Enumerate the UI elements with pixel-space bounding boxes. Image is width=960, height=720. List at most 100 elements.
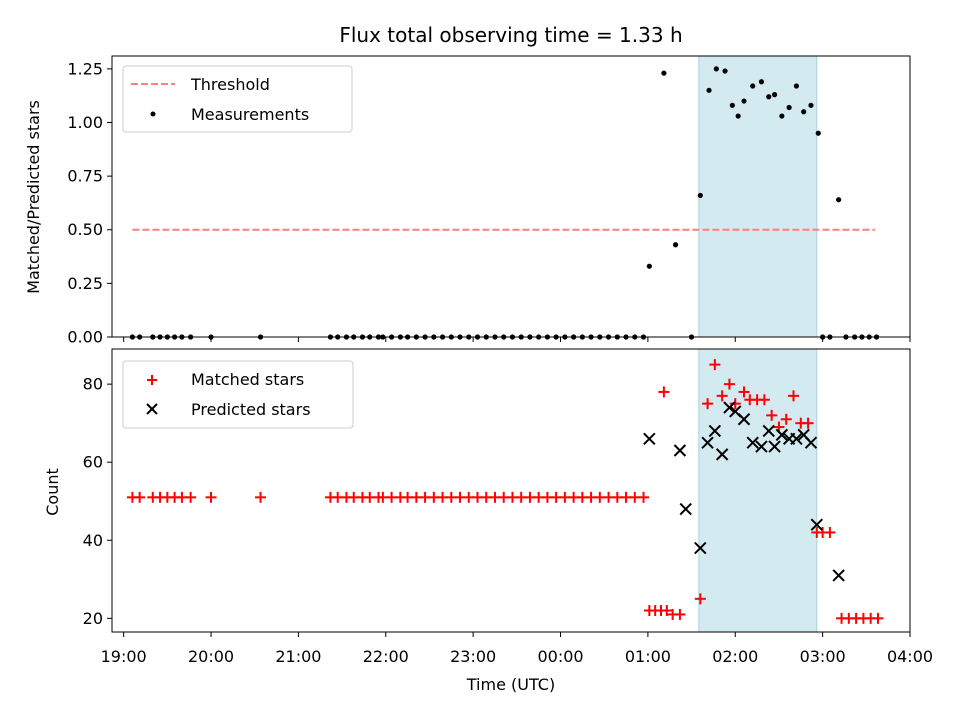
measurement-point	[735, 113, 741, 119]
y-tick-label: 60	[83, 453, 103, 472]
top-panel: 0.00 0.25 0.50 0.75 1.00 1.25 Matched/Predict…	[24, 55, 911, 347]
matched-star-point	[709, 359, 721, 371]
measurement-point	[646, 263, 652, 269]
x-tick-label: 00:00	[537, 647, 583, 666]
x-tick-label: 23:00	[450, 647, 496, 666]
predicted-star-stroke	[694, 541, 707, 555]
predicted-star-stroke	[804, 436, 818, 449]
measurement-point	[808, 102, 814, 108]
x-tick-label: 19:00	[101, 647, 147, 666]
predicted-star-point	[790, 432, 803, 445]
top-legend: Threshold Measurements	[122, 65, 353, 133]
predicted-star-stroke	[755, 440, 768, 453]
matched-star-point	[205, 491, 217, 503]
legend-threshold-label: Threshold	[190, 75, 270, 94]
matched-star-point	[674, 608, 686, 620]
bottom-shaded-interval	[698, 348, 818, 633]
predicted-star-stroke	[701, 436, 714, 449]
measurement-points	[129, 66, 880, 340]
top-legend-box	[122, 65, 353, 133]
predicted-star-stroke	[673, 444, 687, 457]
predicted-star-point	[832, 569, 845, 582]
matched-stars-points	[126, 359, 884, 624]
matched-star-point	[638, 491, 650, 503]
y-tick-label: 1.00	[67, 113, 103, 132]
x-tick-label: 03:00	[800, 647, 846, 666]
matched-star-point	[702, 398, 714, 410]
predicted-star-stroke	[729, 405, 742, 418]
x-tick-label: 21:00	[275, 647, 321, 666]
measurement-point	[793, 83, 800, 89]
predicted-star-stroke	[810, 518, 824, 531]
predicted-stars-points	[643, 401, 845, 582]
top-y-axis-label: Matched/Predicted stars	[24, 100, 43, 294]
legend-predicted-swatch	[146, 403, 158, 415]
predicted-star-stroke	[797, 428, 810, 442]
measurement-point	[722, 68, 728, 74]
y-tick-label: 80	[83, 375, 103, 394]
measurement-point	[713, 66, 719, 72]
predicted-star-stroke	[775, 428, 789, 442]
predicted-star-point	[715, 448, 729, 461]
predicted-star-point	[737, 413, 751, 426]
predicted-star-point	[755, 440, 768, 453]
matched-star-point	[723, 378, 735, 390]
matched-star-point	[255, 491, 267, 503]
measurement-point	[750, 83, 756, 89]
measurement-point	[786, 104, 792, 111]
matched-star-point	[788, 390, 800, 402]
top-shaded-interval	[698, 55, 818, 338]
matched-star-point	[134, 491, 146, 503]
bottom-axes-frame	[111, 348, 911, 633]
bottom-x-ticks: 19:00 20:00 21:00 22:00 23:00 00:00 01:00 02:00…	[101, 632, 933, 666]
predicted-star-stroke	[762, 424, 775, 438]
predicted-star-stroke	[790, 432, 803, 445]
predicted-star-stroke	[643, 432, 656, 445]
bottom-y-axis-label: Count	[43, 468, 62, 516]
legend-matched-swatch	[147, 375, 157, 385]
legend-predicted-label: Predicted stars	[191, 400, 311, 419]
matched-star-point	[694, 593, 706, 605]
predicted-star-stroke	[746, 436, 759, 449]
predicted-star-stroke	[768, 440, 781, 453]
matched-star-point	[185, 491, 197, 503]
predicted-star-stroke	[737, 413, 751, 426]
x-axis-label: Time (UTC)	[466, 675, 555, 694]
measurement-point	[815, 130, 821, 136]
x-tick-label: 04:00	[887, 647, 933, 666]
bottom-panel: 20 40 60 80 19:00 20:00 21:00 22:00 23:00 00:00 0…	[43, 348, 933, 694]
x-tick-label: 20:00	[188, 647, 234, 666]
predicted-star-point	[643, 432, 656, 445]
measurement-point	[741, 98, 747, 104]
predicted-star-stroke	[723, 401, 736, 414]
measurement-point	[706, 87, 712, 93]
y-tick-label: 0.00	[67, 328, 103, 347]
legend-matched-label: Matched stars	[191, 370, 304, 389]
y-tick-label: 0.75	[67, 167, 103, 186]
x-tick-label: 22:00	[363, 647, 409, 666]
predicted-star-point	[701, 436, 714, 449]
matched-star-point	[824, 526, 836, 538]
measurement-point	[672, 242, 679, 248]
measurement-point	[779, 113, 785, 119]
predicted-star-point	[804, 436, 818, 449]
matched-star-point	[658, 386, 670, 398]
measurement-point	[771, 92, 778, 98]
matched-star-point	[872, 612, 884, 624]
predicted-star-point	[775, 428, 789, 442]
measurement-point	[729, 102, 735, 108]
predicted-star-point	[768, 440, 781, 453]
bottom-legend-box	[122, 360, 354, 429]
measurement-point	[697, 192, 703, 199]
top-y-ticks: 0.00 0.25 0.50 0.75 1.00 1.25	[67, 59, 112, 347]
predicted-star-point	[723, 401, 736, 414]
predicted-star-stroke	[715, 448, 729, 461]
predicted-star-point	[810, 518, 824, 531]
matched-star-point	[716, 390, 728, 402]
matched-star-point	[766, 409, 778, 421]
predicted-star-point	[679, 502, 692, 516]
predicted-star-point	[694, 541, 707, 555]
measurement-point	[766, 94, 772, 100]
legend-measurements-label: Measurements	[191, 105, 309, 124]
